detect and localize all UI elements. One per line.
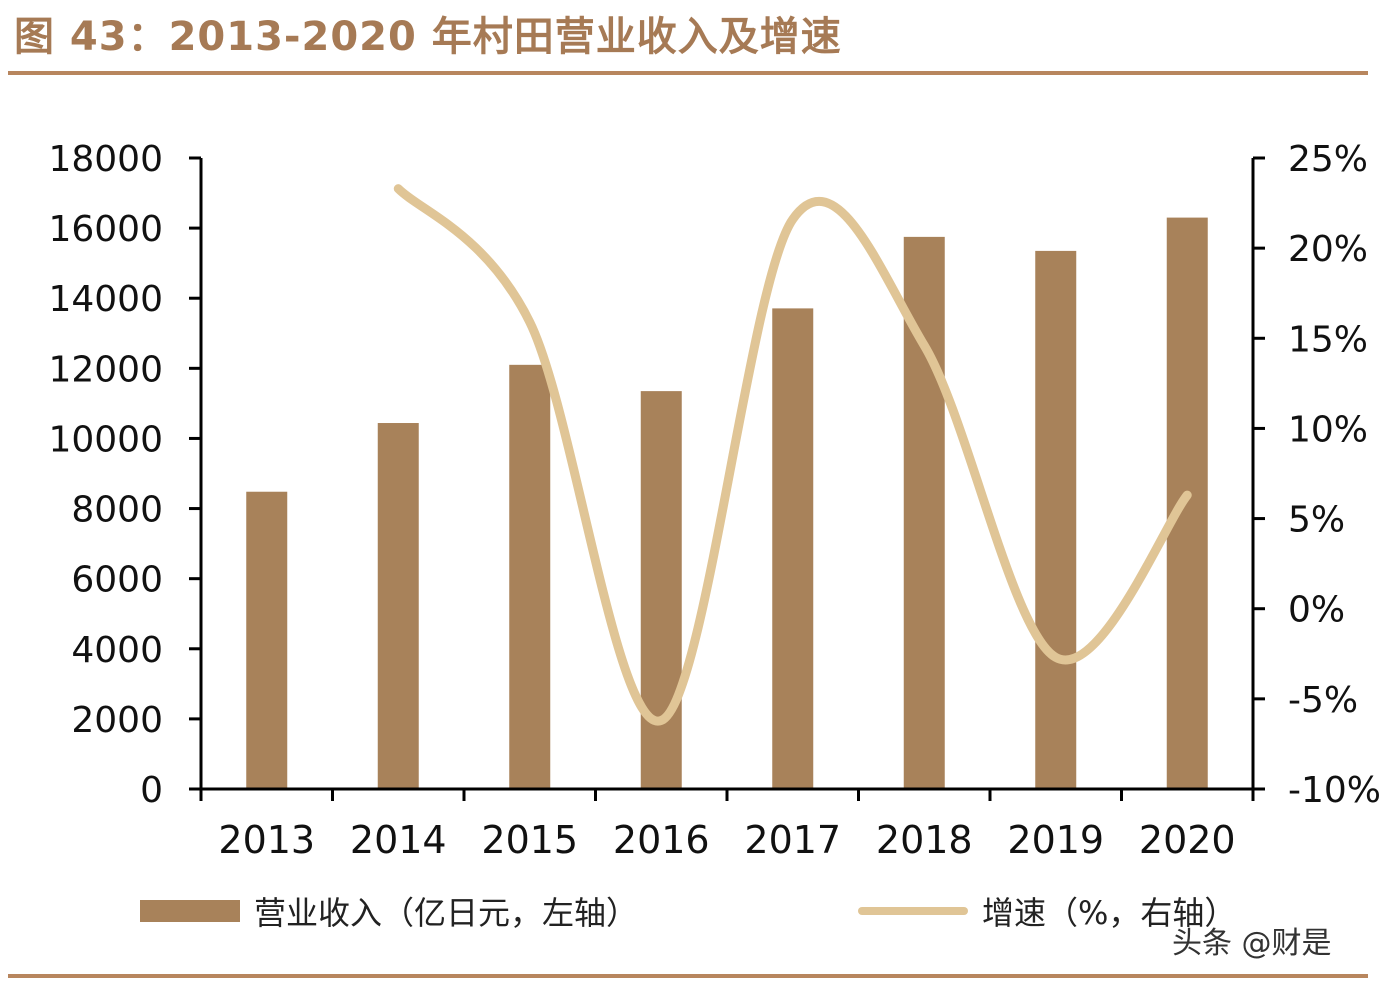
combo-chart: 0 2000 4000 6000 8000 10000 12000 14000 16000 180… <box>48 139 1381 862</box>
y-right-tick-label: -5% <box>1288 680 1358 721</box>
legend-label-growth: 增速（%，右轴） <box>982 894 1237 932</box>
bar-2016 <box>640 391 682 789</box>
legend-item-growth: 增速（%，右轴） <box>858 886 1236 936</box>
bar-2013 <box>246 491 288 789</box>
bar-2019 <box>1035 250 1077 789</box>
y-left-tick-label: 4000 <box>71 630 163 671</box>
x-tick-label: 2016 <box>613 818 710 862</box>
y-right-tick-label: 25% <box>1288 139 1368 180</box>
y-left-tick-label: 8000 <box>71 490 163 531</box>
bar-2017 <box>772 308 814 789</box>
y-left-tick-label: 0 <box>140 770 163 811</box>
y-left-tick-label: 16000 <box>48 209 163 250</box>
figure-title: 图 43：2013-2020 年村田营业收入及增速 <box>14 14 842 60</box>
y-right-tick-label: -10% <box>1288 770 1381 811</box>
legend-swatch-line <box>858 907 968 915</box>
y-left-tick-label: 12000 <box>48 349 163 390</box>
bar-2014 <box>377 423 419 789</box>
legend-label-revenue: 营业收入（亿日元，左轴） <box>254 894 639 932</box>
bottom-rule <box>8 974 1368 978</box>
y-right-tick-label: 15% <box>1288 319 1368 360</box>
x-tick-label: 2019 <box>1007 818 1104 862</box>
y-left-tick-label: 2000 <box>71 700 163 741</box>
x-tick-label: 2018 <box>876 818 973 862</box>
legend: 营业收入（亿日元，左轴） 增速（%，右轴） <box>0 886 1386 936</box>
x-tick-label: 2015 <box>481 818 578 862</box>
growth-line <box>393 184 1192 726</box>
legend-swatch-bar <box>140 900 240 922</box>
y-left-tick-label: 6000 <box>71 560 163 601</box>
x-tick-label: 2020 <box>1139 818 1236 862</box>
x-tick-label: 2017 <box>744 818 841 862</box>
y-left-tick-label: 18000 <box>48 139 163 180</box>
legend-item-revenue: 营业收入（亿日元，左轴） <box>140 886 638 936</box>
y-right-tick-label: 10% <box>1288 409 1368 450</box>
y-left-tick-label: 14000 <box>48 279 163 320</box>
watermark: 头条 @财是 <box>1172 926 1332 961</box>
y-right-tick-label: 5% <box>1288 500 1345 541</box>
y-left-tick-label: 10000 <box>48 419 163 460</box>
top-rule <box>8 71 1368 75</box>
y-right-tick-label: 0% <box>1288 590 1345 631</box>
bar-2015 <box>509 364 551 789</box>
x-tick-label: 2013 <box>218 818 315 862</box>
x-tick-label: 2014 <box>350 818 447 862</box>
bar-2020 <box>1166 217 1208 789</box>
y-right-tick-label: 20% <box>1288 229 1368 270</box>
